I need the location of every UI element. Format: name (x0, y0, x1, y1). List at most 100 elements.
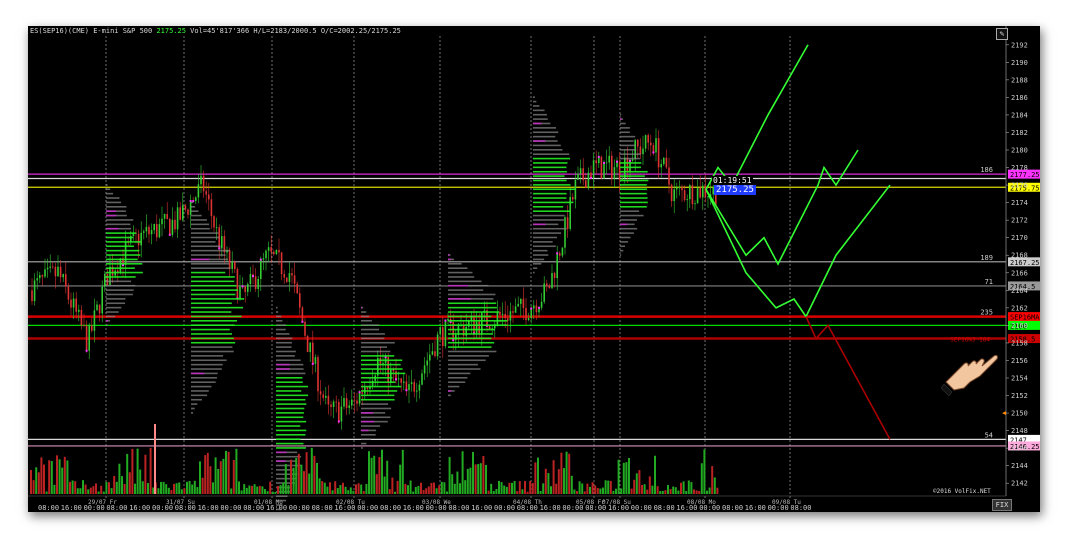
candle-body (587, 172, 590, 188)
candle-body (299, 293, 301, 308)
candle-body (106, 273, 109, 285)
candle-body (343, 398, 345, 407)
volume-profile-bar (106, 236, 134, 239)
day-label: 09/08 Tu (772, 499, 801, 506)
candle-body (96, 304, 98, 311)
day-label: 01/08 Mo (254, 499, 283, 506)
volume-profile-bar (361, 381, 396, 383)
volume-profile-bar (620, 206, 647, 208)
volume-profile-bar (191, 390, 209, 392)
volume-profile-bar (276, 377, 303, 379)
candle-marker (252, 275, 254, 278)
volume-profile-bar (106, 241, 141, 243)
volume-profile-accent (361, 412, 374, 414)
candle-body (436, 334, 439, 357)
volume-profile-bar (361, 346, 387, 348)
volume-profile-bar (191, 355, 224, 357)
volume-profile-bar (106, 302, 126, 305)
price-tick-label: 2184 (1011, 111, 1028, 119)
candle-body (507, 318, 509, 321)
volume-profile-bar (191, 341, 236, 344)
volume-profile-bar (620, 131, 630, 134)
volume-profile-bar (361, 311, 367, 313)
volume-bar (617, 459, 620, 494)
volume-bar (638, 470, 641, 494)
pencil-icon[interactable]: ✎ (996, 28, 1008, 40)
volume-bar (672, 486, 675, 494)
volume-bar (71, 480, 74, 494)
candle-body (702, 185, 704, 198)
candle-body (657, 138, 660, 168)
volume-profile-bar (448, 311, 500, 313)
candle-body (338, 401, 340, 422)
day-label: 02/08 Tu (336, 499, 365, 506)
volume-bar (214, 457, 217, 494)
volume-bar (232, 459, 235, 494)
volume-bar (700, 463, 703, 494)
candle-body (582, 168, 584, 181)
volume-profile-bar (448, 372, 471, 375)
level-note: 54 (985, 431, 993, 439)
candle-body (314, 357, 317, 364)
volume-bar (222, 458, 225, 494)
volume-bar (240, 490, 243, 494)
volume-profile-bar (620, 113, 622, 116)
candle-body (358, 392, 361, 404)
candle-body (465, 326, 467, 336)
volume-bar (651, 485, 654, 494)
volume-profile-bar (106, 206, 127, 208)
time-tick-label: 00:00 (494, 504, 515, 512)
volume-bar (414, 487, 417, 494)
volume-bar (635, 473, 638, 494)
volume-bar (102, 491, 105, 494)
candle-body (278, 249, 280, 253)
candle-body (158, 224, 161, 238)
volume-profile-bar (276, 315, 282, 318)
volume-bar (516, 491, 519, 494)
volume-profile-bar (276, 306, 278, 309)
volume-bar (355, 484, 357, 494)
candle-body (561, 247, 564, 256)
volume-profile-bar (448, 315, 492, 318)
candle-body (629, 160, 631, 172)
candle-body (392, 369, 395, 372)
volume-profile-bar (276, 447, 306, 449)
price-chart[interactable]: 29/07 Fr 31/07 Su 01/08 Mo 02/08 Tu 03/08 We… (28, 26, 1040, 512)
volume-profile-bar (361, 350, 391, 353)
volume-profile-accent (448, 254, 450, 256)
level-note: 186 (980, 166, 993, 174)
volume-bar (425, 488, 428, 494)
volume-bar (97, 491, 100, 494)
volume-profile-bar (276, 403, 307, 405)
volume-profile-bar (448, 263, 462, 265)
fix-button[interactable]: FIX (992, 499, 1012, 511)
volume-profile-bar (533, 170, 567, 173)
candle-body (286, 277, 288, 282)
volume-profile-bar (276, 311, 279, 313)
candle-body (608, 155, 610, 163)
volume-bar (235, 448, 238, 494)
candle-body (223, 236, 226, 253)
time-tick-label: 16:00 (471, 504, 492, 512)
volume-profile-bar (533, 267, 538, 269)
volume-bar (568, 453, 571, 494)
candle-body (31, 290, 33, 302)
volume-bar (373, 455, 376, 494)
candle-body (405, 381, 408, 391)
volume-profile-bar (533, 219, 564, 221)
candle-body (530, 308, 532, 319)
candle-body (221, 236, 223, 249)
volume-profile-bar (106, 311, 119, 313)
candle-body (509, 311, 512, 321)
candle-body (317, 357, 319, 392)
volume-bar (331, 490, 334, 494)
volume-profile-bar (191, 368, 222, 370)
volume-bar (661, 490, 664, 494)
volume-bar (703, 449, 706, 494)
volume-bar (131, 448, 134, 494)
volume-bar (95, 483, 97, 494)
price-arrow-icon (1002, 411, 1006, 416)
volume-profile-bar (533, 157, 570, 160)
volume-bar (381, 449, 383, 494)
candle-body (569, 197, 571, 229)
